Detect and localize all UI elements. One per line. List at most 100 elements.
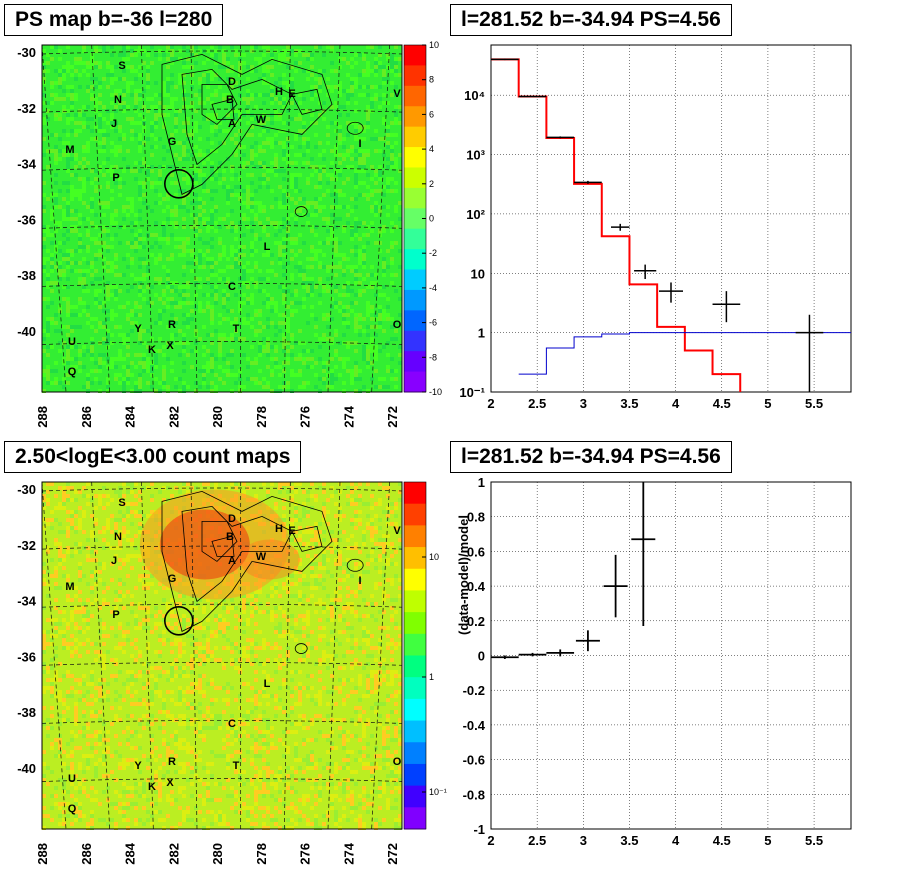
map-pixel <box>306 281 310 285</box>
map-pixel <box>282 730 286 734</box>
map-pixel <box>370 690 374 694</box>
map-pixel <box>282 341 286 345</box>
map-pixel <box>318 81 322 85</box>
map-pixel <box>70 365 74 369</box>
map-pixel <box>166 113 170 117</box>
map-pixel <box>154 622 158 626</box>
map-pixel <box>322 718 326 722</box>
map-pixel <box>82 694 86 698</box>
map-pixel <box>350 85 354 89</box>
map-pixel <box>82 257 86 261</box>
map-pixel <box>326 45 330 49</box>
map-pixel <box>170 313 174 317</box>
map-pixel <box>278 101 282 105</box>
map-pixel <box>282 57 286 61</box>
map-pixel <box>170 81 174 85</box>
map-pixel <box>58 273 62 277</box>
map-pixel <box>298 61 302 65</box>
map-pixel <box>266 345 270 349</box>
map-pixel <box>310 538 314 542</box>
map-pixel <box>378 149 382 153</box>
map-pixel <box>306 145 310 149</box>
map-pixel <box>94 49 98 53</box>
map-pixel <box>50 642 54 646</box>
map-pixel <box>266 642 270 646</box>
map-pixel <box>58 678 62 682</box>
map-pixel <box>182 718 186 722</box>
map-pixel <box>346 213 350 217</box>
map-pixel <box>182 674 186 678</box>
map-pixel <box>110 365 114 369</box>
map-pixel <box>150 373 154 377</box>
map-pixel <box>330 369 334 373</box>
map-pixel <box>210 293 214 297</box>
map-pixel <box>206 365 210 369</box>
map-pixel <box>86 482 90 486</box>
map-pixel <box>206 482 210 486</box>
map-pixel <box>338 678 342 682</box>
map-pixel <box>66 482 70 486</box>
map-pixel <box>74 622 78 626</box>
map-pixel <box>122 45 126 49</box>
map-pixel <box>382 566 386 570</box>
map-pixel <box>114 129 118 133</box>
map-pixel <box>90 550 94 554</box>
map-pixel <box>154 690 158 694</box>
map-pixel <box>146 137 150 141</box>
map-pixel <box>58 265 62 269</box>
map-pixel <box>242 730 246 734</box>
map-pixel <box>78 654 82 658</box>
map-pixel <box>202 654 206 658</box>
map-pixel <box>74 113 78 117</box>
map-pixel <box>86 229 90 233</box>
map-pixel <box>130 389 134 393</box>
map-pixel <box>294 550 298 554</box>
map-pixel <box>86 373 90 377</box>
map-pixel <box>110 141 114 145</box>
map-pixel <box>74 61 78 65</box>
map-pixel <box>126 253 130 257</box>
map-pixel <box>382 598 386 602</box>
map-pixel <box>346 289 350 293</box>
map-pixel <box>370 189 374 193</box>
map-pixel <box>58 554 62 558</box>
map-pixel <box>58 137 62 141</box>
map-pixel <box>170 133 174 137</box>
map-pixel <box>230 730 234 734</box>
map-pixel <box>74 345 78 349</box>
map-pixel <box>134 674 138 678</box>
map-pixel <box>322 550 326 554</box>
map-pixel <box>374 345 378 349</box>
map-pixel <box>394 502 398 506</box>
map-pixel <box>94 105 98 109</box>
map-pixel <box>302 305 306 309</box>
map-pixel <box>122 137 126 141</box>
map-pixel <box>234 606 238 610</box>
map-pixel <box>234 486 238 490</box>
map-pixel <box>282 313 286 317</box>
map-pixel <box>114 646 118 650</box>
map-pixel <box>158 666 162 670</box>
map-pixel <box>94 277 98 281</box>
map-pixel <box>166 341 170 345</box>
map-pixel <box>138 650 142 654</box>
map-pixel <box>42 690 46 694</box>
map-pixel <box>350 65 354 69</box>
map-pixel <box>118 289 122 293</box>
map-pixel <box>58 49 62 53</box>
map-pixel <box>66 121 70 125</box>
map-pixel <box>318 598 322 602</box>
map-pixel <box>346 281 350 285</box>
map-pixel <box>86 494 90 498</box>
map-pixel <box>222 129 226 133</box>
map-pixel <box>270 101 274 105</box>
map-pixel <box>62 233 66 237</box>
map-pixel <box>206 642 210 646</box>
map-pixel <box>154 614 158 618</box>
map-pixel <box>130 209 134 213</box>
map-pixel <box>326 642 330 646</box>
map-pixel <box>338 137 342 141</box>
map-pixel <box>54 97 58 101</box>
map-pixel <box>174 638 178 642</box>
map-pixel <box>82 494 86 498</box>
